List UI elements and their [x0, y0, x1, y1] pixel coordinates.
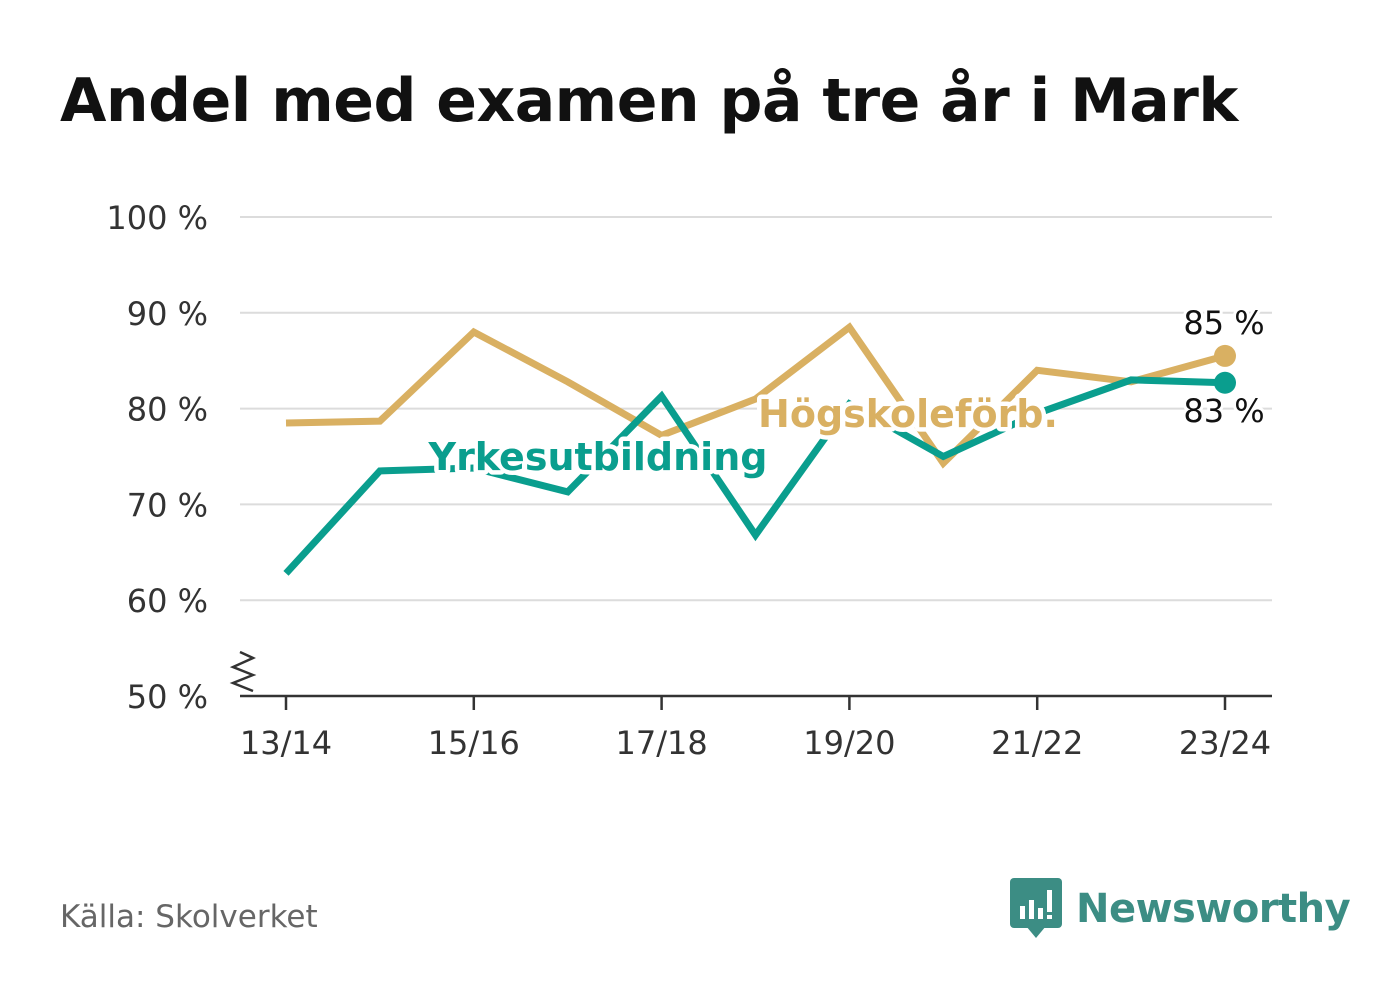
- x-tick-label: 23/24: [1179, 724, 1271, 762]
- x-tick-label: 17/18: [615, 724, 707, 762]
- series-line-1: [283, 376, 1226, 576]
- y-axis-break-symbol: [229, 650, 257, 693]
- x-tick-label: 19/20: [803, 724, 895, 762]
- source-note: Källa: Skolverket: [60, 899, 318, 935]
- series-label-0: Högskoleförb.: [758, 392, 1058, 436]
- x-tick-label: 15/16: [428, 724, 520, 762]
- series-endpoint-1: [1214, 371, 1236, 394]
- gridlines: [240, 216, 1272, 602]
- series-endpoint-0: [1214, 344, 1236, 367]
- y-tick-label: 50 %: [127, 678, 208, 716]
- x-axis: 13/14 15/16 17/18 19/20 21/22 23/24: [229, 650, 1272, 762]
- end-value-label-1: 83 %: [1183, 392, 1264, 430]
- end-value-labels: 85 % 83 %: [1180, 301, 1267, 433]
- series-line-0: [285, 322, 1226, 469]
- y-axis-tick-labels: 50 % 60 % 70 % 80 % 90 % 100 %: [106, 199, 208, 716]
- brand-logo: Newsworthy: [1010, 878, 1351, 940]
- x-tick-label: 21/22: [991, 724, 1083, 762]
- y-tick-label: 80 %: [127, 391, 208, 429]
- x-tick-label: 13/14: [240, 724, 332, 762]
- y-tick-label: 60 %: [127, 582, 208, 620]
- series-label-1: Yrkesutbildning: [428, 435, 768, 479]
- series-lines: [283, 322, 1236, 576]
- y-tick-label: 100 %: [106, 199, 208, 237]
- newsworthy-logo-icon: [1010, 878, 1062, 938]
- end-value-label-0: 85 %: [1183, 304, 1264, 342]
- y-tick-label: 70 %: [127, 486, 208, 524]
- series-labels: Högskoleförb.Yrkesutbildning: [423, 388, 1062, 484]
- brand-name: Newsworthy: [1076, 886, 1351, 932]
- chart-title: Andel med examen på tre år i Mark: [60, 66, 1238, 136]
- y-tick-label: 90 %: [127, 295, 208, 333]
